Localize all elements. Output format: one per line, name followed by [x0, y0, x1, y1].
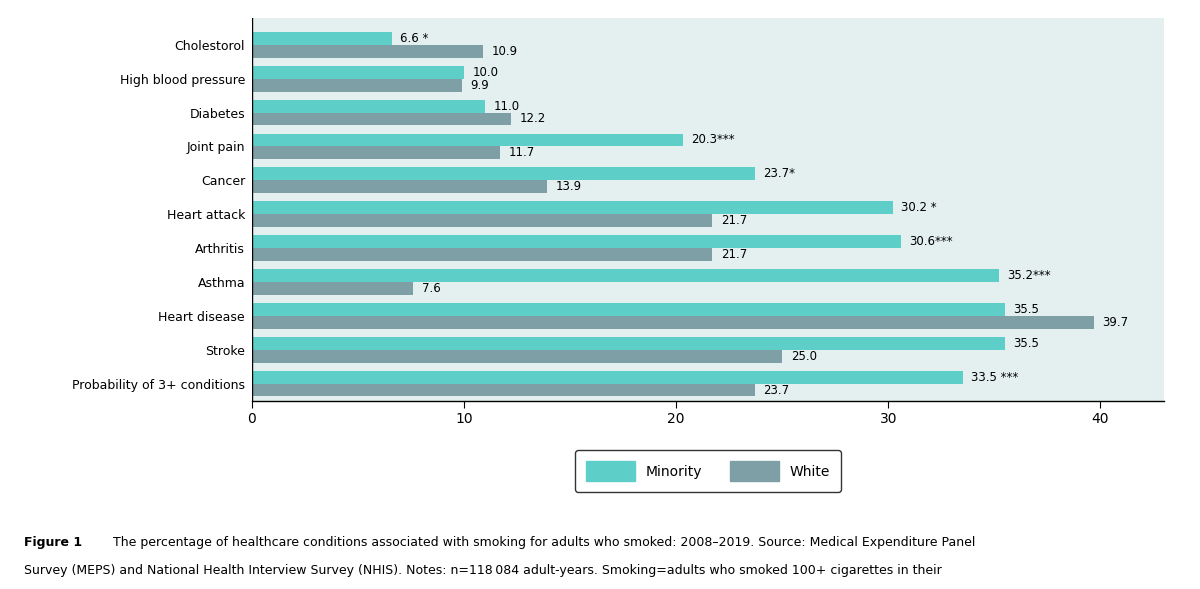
Text: 10.9: 10.9 — [492, 45, 517, 58]
Bar — [252, 350, 782, 363]
Bar — [252, 180, 547, 193]
Bar — [252, 147, 500, 159]
Bar — [252, 214, 713, 227]
Text: 30.2 *: 30.2 * — [901, 201, 937, 214]
Text: 11.0: 11.0 — [493, 100, 520, 112]
Bar — [252, 235, 901, 248]
Bar — [252, 79, 462, 91]
Bar — [252, 248, 713, 261]
Bar — [252, 32, 392, 45]
Bar — [252, 100, 485, 112]
Bar — [252, 316, 1094, 329]
Text: 35.2***: 35.2*** — [1007, 269, 1051, 282]
Text: 21.7: 21.7 — [721, 214, 746, 227]
Text: 21.7: 21.7 — [721, 248, 746, 261]
Text: 30.6***: 30.6*** — [910, 235, 953, 248]
Text: 33.5 ***: 33.5 *** — [971, 370, 1019, 383]
Bar — [252, 134, 683, 147]
Bar — [252, 167, 755, 180]
Bar — [252, 45, 484, 58]
Text: Figure 1: Figure 1 — [24, 536, 82, 549]
Text: 23.7*: 23.7* — [763, 167, 796, 180]
Text: 6.6 *: 6.6 * — [401, 32, 428, 45]
Text: Survey (MEPS) and National Health Interview Survey (NHIS). Notes: n=118 084 adul: Survey (MEPS) and National Health Interv… — [24, 564, 942, 577]
Bar — [252, 112, 511, 125]
Text: 9.9: 9.9 — [470, 78, 490, 92]
Text: 35.5: 35.5 — [1014, 337, 1039, 350]
Text: 7.6: 7.6 — [421, 282, 440, 295]
Text: 13.9: 13.9 — [556, 180, 582, 193]
Text: 25.0: 25.0 — [791, 350, 817, 363]
Text: The percentage of healthcare conditions associated with smoking for adults who s: The percentage of healthcare conditions … — [101, 536, 976, 549]
Bar — [252, 370, 962, 383]
Text: 20.3***: 20.3*** — [691, 134, 734, 147]
Bar — [252, 66, 464, 79]
Bar — [252, 201, 893, 214]
Bar — [252, 269, 998, 282]
Text: 12.2: 12.2 — [520, 112, 546, 125]
Text: 10.0: 10.0 — [473, 66, 498, 79]
Text: 11.7: 11.7 — [509, 146, 535, 160]
Bar — [252, 282, 413, 295]
Text: 23.7: 23.7 — [763, 383, 790, 396]
Bar — [252, 303, 1004, 316]
Text: 35.5: 35.5 — [1014, 303, 1039, 316]
Bar — [252, 383, 755, 396]
Legend: Minority, White: Minority, White — [575, 450, 841, 492]
Bar — [252, 337, 1004, 350]
Text: 39.7: 39.7 — [1103, 316, 1129, 329]
